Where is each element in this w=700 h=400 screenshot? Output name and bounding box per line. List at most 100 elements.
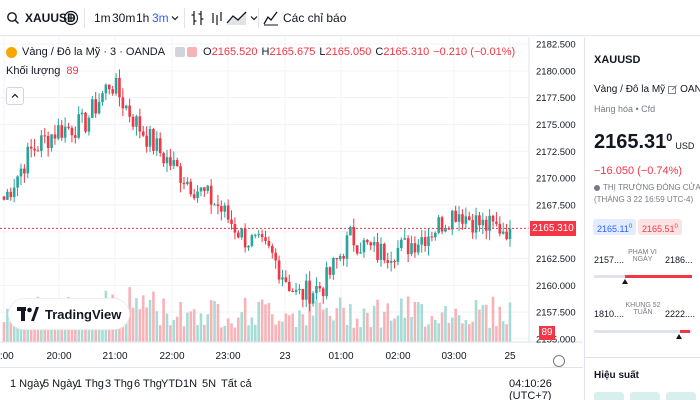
range-5d[interactable]: 5 Ngày (43, 378, 78, 390)
candle-body (243, 228, 247, 248)
candle-body (172, 160, 176, 166)
volume-bar (182, 326, 186, 342)
interval-3m-active[interactable]: 3m (152, 11, 169, 25)
volume-bar (481, 304, 485, 342)
price-tick-label: 2155.000 (536, 335, 576, 346)
volume-bar (413, 301, 417, 342)
volume-badge: 89 (539, 326, 555, 340)
volume-bar (474, 300, 478, 342)
collapse-legend-button[interactable] (6, 87, 24, 105)
volume-bar (179, 301, 182, 342)
volume-bar (393, 318, 396, 342)
volume-bar (291, 313, 294, 342)
price-chart[interactable]: 2182.500 2180.000 2177.500 2175.000 2172.500… (0, 37, 583, 367)
range-3m[interactable]: 3 Thg (105, 378, 133, 390)
candle-body (46, 135, 50, 149)
interval-dropdown[interactable] (170, 0, 180, 36)
candle-body (430, 236, 434, 238)
candle-body (464, 216, 468, 224)
volume-bar (362, 308, 366, 342)
candle-body (6, 191, 9, 200)
volume-bar (369, 327, 373, 342)
candle-body (287, 281, 291, 292)
bars-icon (212, 12, 222, 25)
ask-pill[interactable]: 2165.510 (638, 219, 682, 235)
symbol-search[interactable]: XAUUSD (6, 0, 76, 36)
status-icon[interactable] (187, 47, 198, 57)
chart-area[interactable]: 2182.500 2180.000 2177.500 2175.000 2172.500… (0, 37, 583, 367)
year-range-fill (680, 330, 690, 333)
interval-1m[interactable]: 1m (94, 11, 111, 25)
day-range-marker (622, 279, 628, 284)
candles (2, 69, 512, 312)
candle-body (90, 99, 94, 118)
range-6m[interactable]: 6 Thg (134, 378, 162, 390)
candle-body (328, 267, 332, 275)
volume-bar (491, 296, 495, 342)
perf-chip[interactable] (630, 392, 660, 400)
candle-body (338, 256, 342, 260)
eye-icon[interactable] (175, 47, 186, 57)
volume-bar (308, 298, 311, 342)
chart-type-button[interactable] (210, 0, 224, 36)
perf-chip[interactable] (666, 392, 696, 400)
candle-body (386, 260, 390, 263)
compare-button[interactable] (63, 0, 79, 36)
volume-bar (433, 319, 437, 342)
range-ytd[interactable]: YTD (161, 378, 183, 390)
symbol-details-panel: XAUUSD Vàng / Đô la Mỹ OANDA Hàng hóa • … (584, 37, 700, 400)
performance-heading[interactable]: Hiệu suất (594, 370, 640, 381)
volume-bar (410, 316, 413, 342)
candle-body (491, 215, 495, 222)
legend-low: 2165.050 (325, 46, 372, 58)
area-chart-button[interactable] (226, 0, 250, 36)
indicators-button[interactable]: Các chỉ báo (263, 0, 346, 36)
indicators-label: Các chỉ báo (283, 11, 347, 25)
panel-market-time: (THÁNG 3 22 16:59 UTC-4) (594, 195, 694, 204)
volume-bar (335, 308, 339, 342)
range-1m[interactable]: 1 Thg (76, 378, 104, 390)
volume-bar (508, 302, 512, 342)
panel-symbol[interactable]: XAUUSD (594, 54, 641, 66)
range-1d[interactable]: 1 Ngày (10, 378, 45, 390)
volume-bar (250, 317, 254, 342)
year-range-marker (676, 334, 682, 339)
volume-bar (257, 301, 260, 342)
volume-bar (131, 307, 135, 342)
volume-bar (53, 323, 57, 342)
volume-bar (318, 302, 322, 342)
candle-body (294, 289, 298, 292)
interval-1h[interactable]: 1h (136, 11, 150, 25)
chart-type-dropdown[interactable] (250, 0, 258, 36)
candle-body (250, 235, 254, 246)
clock[interactable]: 04:10:26 (UTC+7) (509, 378, 552, 400)
perf-chip[interactable] (594, 392, 624, 400)
candle-body (440, 217, 444, 232)
candle-body (213, 204, 216, 206)
volume-bar (240, 312, 244, 342)
bid-pill[interactable]: 2165.110 (593, 219, 637, 235)
settings-icon[interactable] (553, 355, 565, 367)
toolbar-symbol: XAUUSD (25, 11, 76, 25)
candle-body (369, 242, 373, 246)
volume-bar (478, 309, 481, 342)
candle-body (43, 135, 47, 137)
range-1y[interactable]: 1N (183, 378, 198, 390)
candle-body (101, 93, 104, 103)
candle-body (474, 215, 478, 233)
bar-style-button[interactable] (189, 0, 207, 36)
candle-body (94, 99, 97, 114)
price-tick-label: 2162.500 (536, 254, 576, 265)
day-range-bar (594, 275, 692, 278)
volume-bar (9, 310, 13, 342)
panel-category: Hàng hóa • Cfd (594, 104, 656, 114)
tradingview-watermark[interactable]: TradingView (9, 299, 130, 329)
candle-body (450, 210, 454, 230)
range-5y[interactable]: 5N (202, 378, 217, 390)
range-all[interactable]: Tất cả (221, 378, 252, 390)
panel-name-row[interactable]: Vàng / Đô la Mỹ OANDA (594, 84, 700, 95)
volume-bar (6, 308, 9, 342)
interval-30m[interactable]: 30m (112, 11, 136, 25)
candle-body (57, 125, 60, 139)
